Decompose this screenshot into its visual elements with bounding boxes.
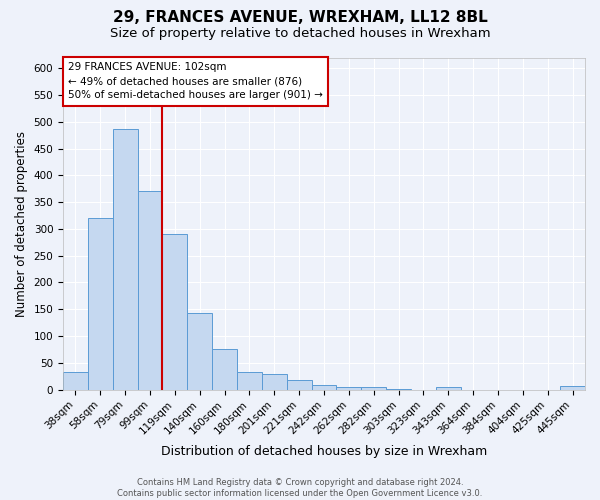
- Text: Contains HM Land Registry data © Crown copyright and database right 2024.
Contai: Contains HM Land Registry data © Crown c…: [118, 478, 482, 498]
- Bar: [262, 374, 287, 390]
- Bar: [113, 128, 137, 390]
- Bar: [361, 388, 386, 390]
- Bar: [212, 349, 237, 390]
- Bar: [337, 387, 361, 390]
- Bar: [237, 372, 262, 390]
- Text: 29 FRANCES AVENUE: 102sqm
← 49% of detached houses are smaller (876)
50% of semi: 29 FRANCES AVENUE: 102sqm ← 49% of detac…: [68, 62, 323, 100]
- Y-axis label: Number of detached properties: Number of detached properties: [15, 130, 28, 316]
- Bar: [137, 192, 163, 390]
- Bar: [386, 388, 411, 390]
- Bar: [63, 372, 88, 390]
- Bar: [560, 386, 585, 390]
- Bar: [88, 218, 113, 390]
- Text: 29, FRANCES AVENUE, WREXHAM, LL12 8BL: 29, FRANCES AVENUE, WREXHAM, LL12 8BL: [113, 10, 487, 25]
- Bar: [187, 313, 212, 390]
- X-axis label: Distribution of detached houses by size in Wrexham: Distribution of detached houses by size …: [161, 444, 487, 458]
- Bar: [287, 380, 311, 390]
- Bar: [436, 387, 461, 390]
- Text: Size of property relative to detached houses in Wrexham: Size of property relative to detached ho…: [110, 28, 490, 40]
- Bar: [163, 234, 187, 390]
- Bar: [311, 386, 337, 390]
